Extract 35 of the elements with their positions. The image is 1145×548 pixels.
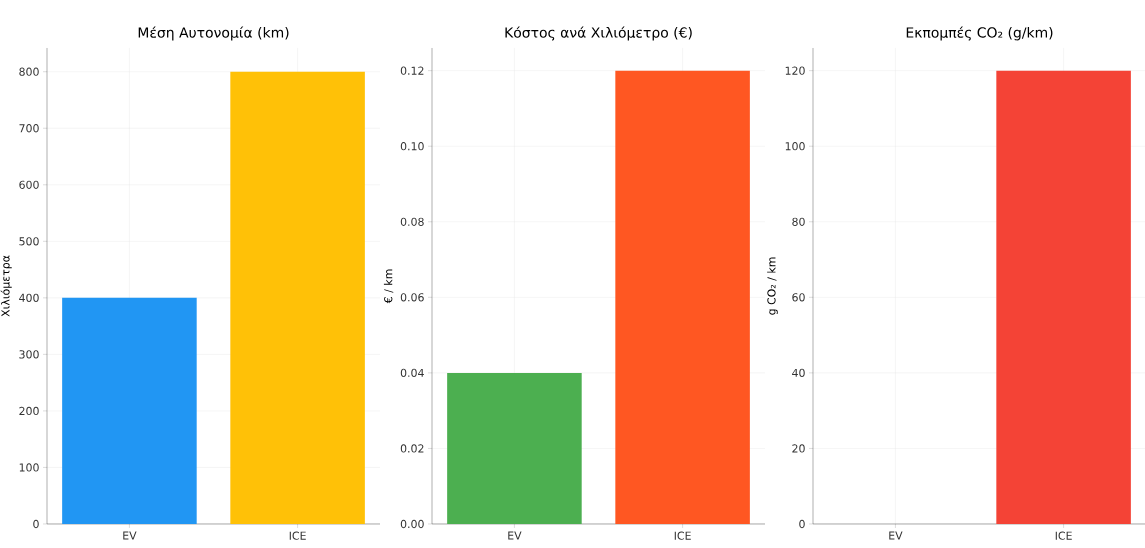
y-tick-label: 100 bbox=[19, 463, 39, 472]
x-tick-label: ICE bbox=[1055, 531, 1072, 540]
y-tick-label: 0.08 bbox=[400, 217, 424, 226]
y-tick-label: 400 bbox=[19, 293, 39, 302]
y-tick-label: 20 bbox=[792, 444, 805, 453]
y-tick-label: 120 bbox=[785, 66, 805, 75]
y-axis-title: € / km bbox=[383, 269, 394, 304]
y-tick-label: 40 bbox=[792, 368, 805, 378]
chart-title: Κόστος ανά Χιλιόμετρο (€) bbox=[505, 26, 692, 41]
x-tick-label: EV bbox=[123, 531, 137, 540]
chart-title: Εκπομπές CO₂ (g/km) bbox=[906, 26, 1053, 41]
y-tick-label: 700 bbox=[19, 124, 39, 133]
y-tick-label: 60 bbox=[792, 293, 805, 302]
y-tick-label: 800 bbox=[19, 67, 39, 76]
chart-title: Μέση Αυτονομία (km) bbox=[138, 26, 289, 41]
y-tick-label: 100 bbox=[785, 142, 805, 151]
y-tick-label: 0.02 bbox=[400, 444, 424, 453]
x-tick-label: ICE bbox=[289, 531, 306, 540]
y-tick-label: 0.04 bbox=[400, 368, 424, 378]
y-tick-label: 300 bbox=[19, 350, 39, 359]
y-tick-label: 0 bbox=[799, 519, 805, 529]
y-tick-label: 600 bbox=[19, 180, 39, 189]
y-axis-title: g CO₂ / km bbox=[767, 257, 778, 315]
x-tick-label: EV bbox=[889, 531, 903, 540]
y-tick-label: 0.06 bbox=[400, 293, 424, 302]
y-tick-label: 500 bbox=[19, 237, 39, 246]
y-tick-label: 0 bbox=[33, 519, 39, 529]
y-tick-label: 0.00 bbox=[400, 519, 424, 529]
y-tick-label: 0.10 bbox=[400, 142, 424, 151]
y-axis-title: Χιλιόμετρα bbox=[0, 255, 12, 317]
x-tick-label: EV bbox=[508, 531, 522, 540]
y-tick-label: 0.12 bbox=[400, 66, 424, 75]
x-tick-label: ICE bbox=[674, 531, 691, 540]
y-tick-label: 80 bbox=[792, 217, 805, 226]
y-tick-label: 200 bbox=[19, 406, 39, 416]
